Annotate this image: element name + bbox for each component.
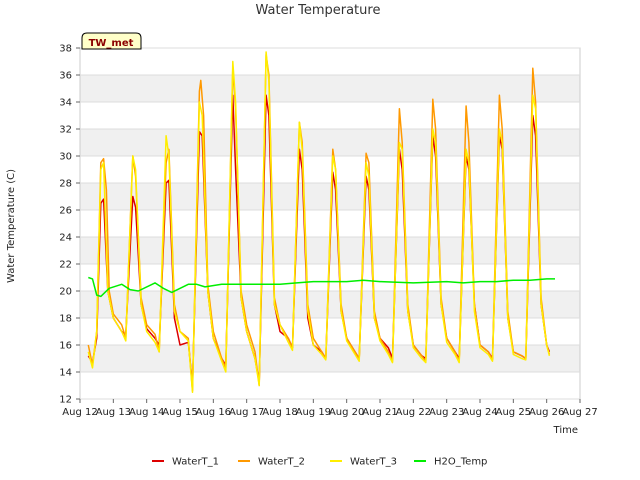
y-axis-ticks: 12 14 16 18 20 22 24 26 28 30 32 34 36 38 [59,44,80,406]
x-tick-label: Aug 25 [496,407,531,418]
x-tick-label: Aug 26 [529,407,564,418]
x-tick-label: Aug 12 [62,407,97,418]
y-tick-label: 16 [59,341,72,352]
x-tick-label: Aug 24 [462,407,497,418]
legend-label: H2O_Temp [434,457,487,468]
x-tick-label: Aug 20 [329,407,364,418]
y-axis-title: Water Temperature (C) [6,169,17,283]
y-tick-label: 12 [59,395,72,406]
x-tick-label: Aug 27 [562,407,597,418]
y-tick-label: 20 [59,287,72,298]
x-tick-label: Aug 22 [396,407,431,418]
series-line-watert-3 [87,51,551,394]
y-tick-label: 34 [59,98,72,109]
x-tick-label: Aug 15 [162,407,197,418]
y-tick-label: 32 [59,125,72,136]
chart-title: Water Temperature [256,3,381,18]
y-tick-label: 38 [59,44,72,55]
x-tick-label: Aug 16 [196,407,231,418]
plot-band [80,291,580,318]
y-tick-label: 14 [59,368,72,379]
station-badge-label: TW_met [89,38,134,49]
y-tick-label: 26 [59,206,72,217]
y-tick-label: 18 [59,314,72,325]
x-tick-label: Aug 13 [96,407,131,418]
x-tick-label: Aug 18 [262,407,297,418]
y-tick-label: 22 [59,260,72,271]
legend-label: WaterT_2 [258,457,305,468]
plot-band [80,129,580,156]
plot-band [80,345,580,372]
series-line-h2o-temp [88,276,555,298]
x-tick-label: Aug 19 [296,407,331,418]
y-tick-label: 24 [59,233,72,244]
legend-label: WaterT_3 [350,457,397,468]
x-tick-label: Aug 23 [429,407,464,418]
x-tick-label: Aug 17 [229,407,264,418]
station-badge: TW_met [81,32,142,50]
x-tick-label: Aug 21 [362,407,397,418]
y-tick-label: 36 [59,71,72,82]
x-tick-label: Aug 14 [129,407,164,418]
y-tick-label: 30 [59,152,72,163]
y-tick-label: 28 [59,179,72,190]
legend-label: WaterT_1 [172,457,219,468]
legend: WaterT_1 WaterT_2 WaterT_3 H2O_Temp [152,457,487,468]
plot-band [80,75,580,102]
series-layer [87,51,555,394]
x-axis-title: Time [553,425,578,436]
station-badge-box [81,32,142,50]
